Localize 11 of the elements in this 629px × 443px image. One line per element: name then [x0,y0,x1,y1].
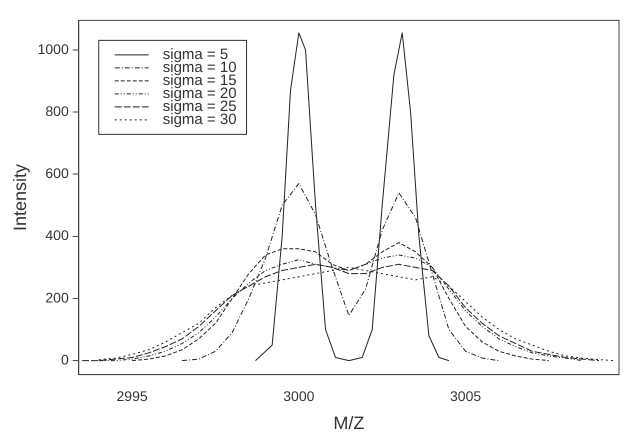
y-tick-label: 800 [45,102,69,119]
x-tick-label: 2995 [116,388,148,404]
y-tick-label: 200 [45,289,69,306]
y-axis-title: Intensity [10,164,30,232]
y-tick-label: 1000 [38,40,69,57]
y-tick-label: 0 [60,351,69,368]
x-axis-title: M/Z [333,413,364,434]
x-tick-label: 3000 [283,388,315,404]
y-tick-label: 600 [45,165,69,182]
y-tick-label: 400 [45,227,69,244]
x-tick-label: 3005 [450,388,482,404]
